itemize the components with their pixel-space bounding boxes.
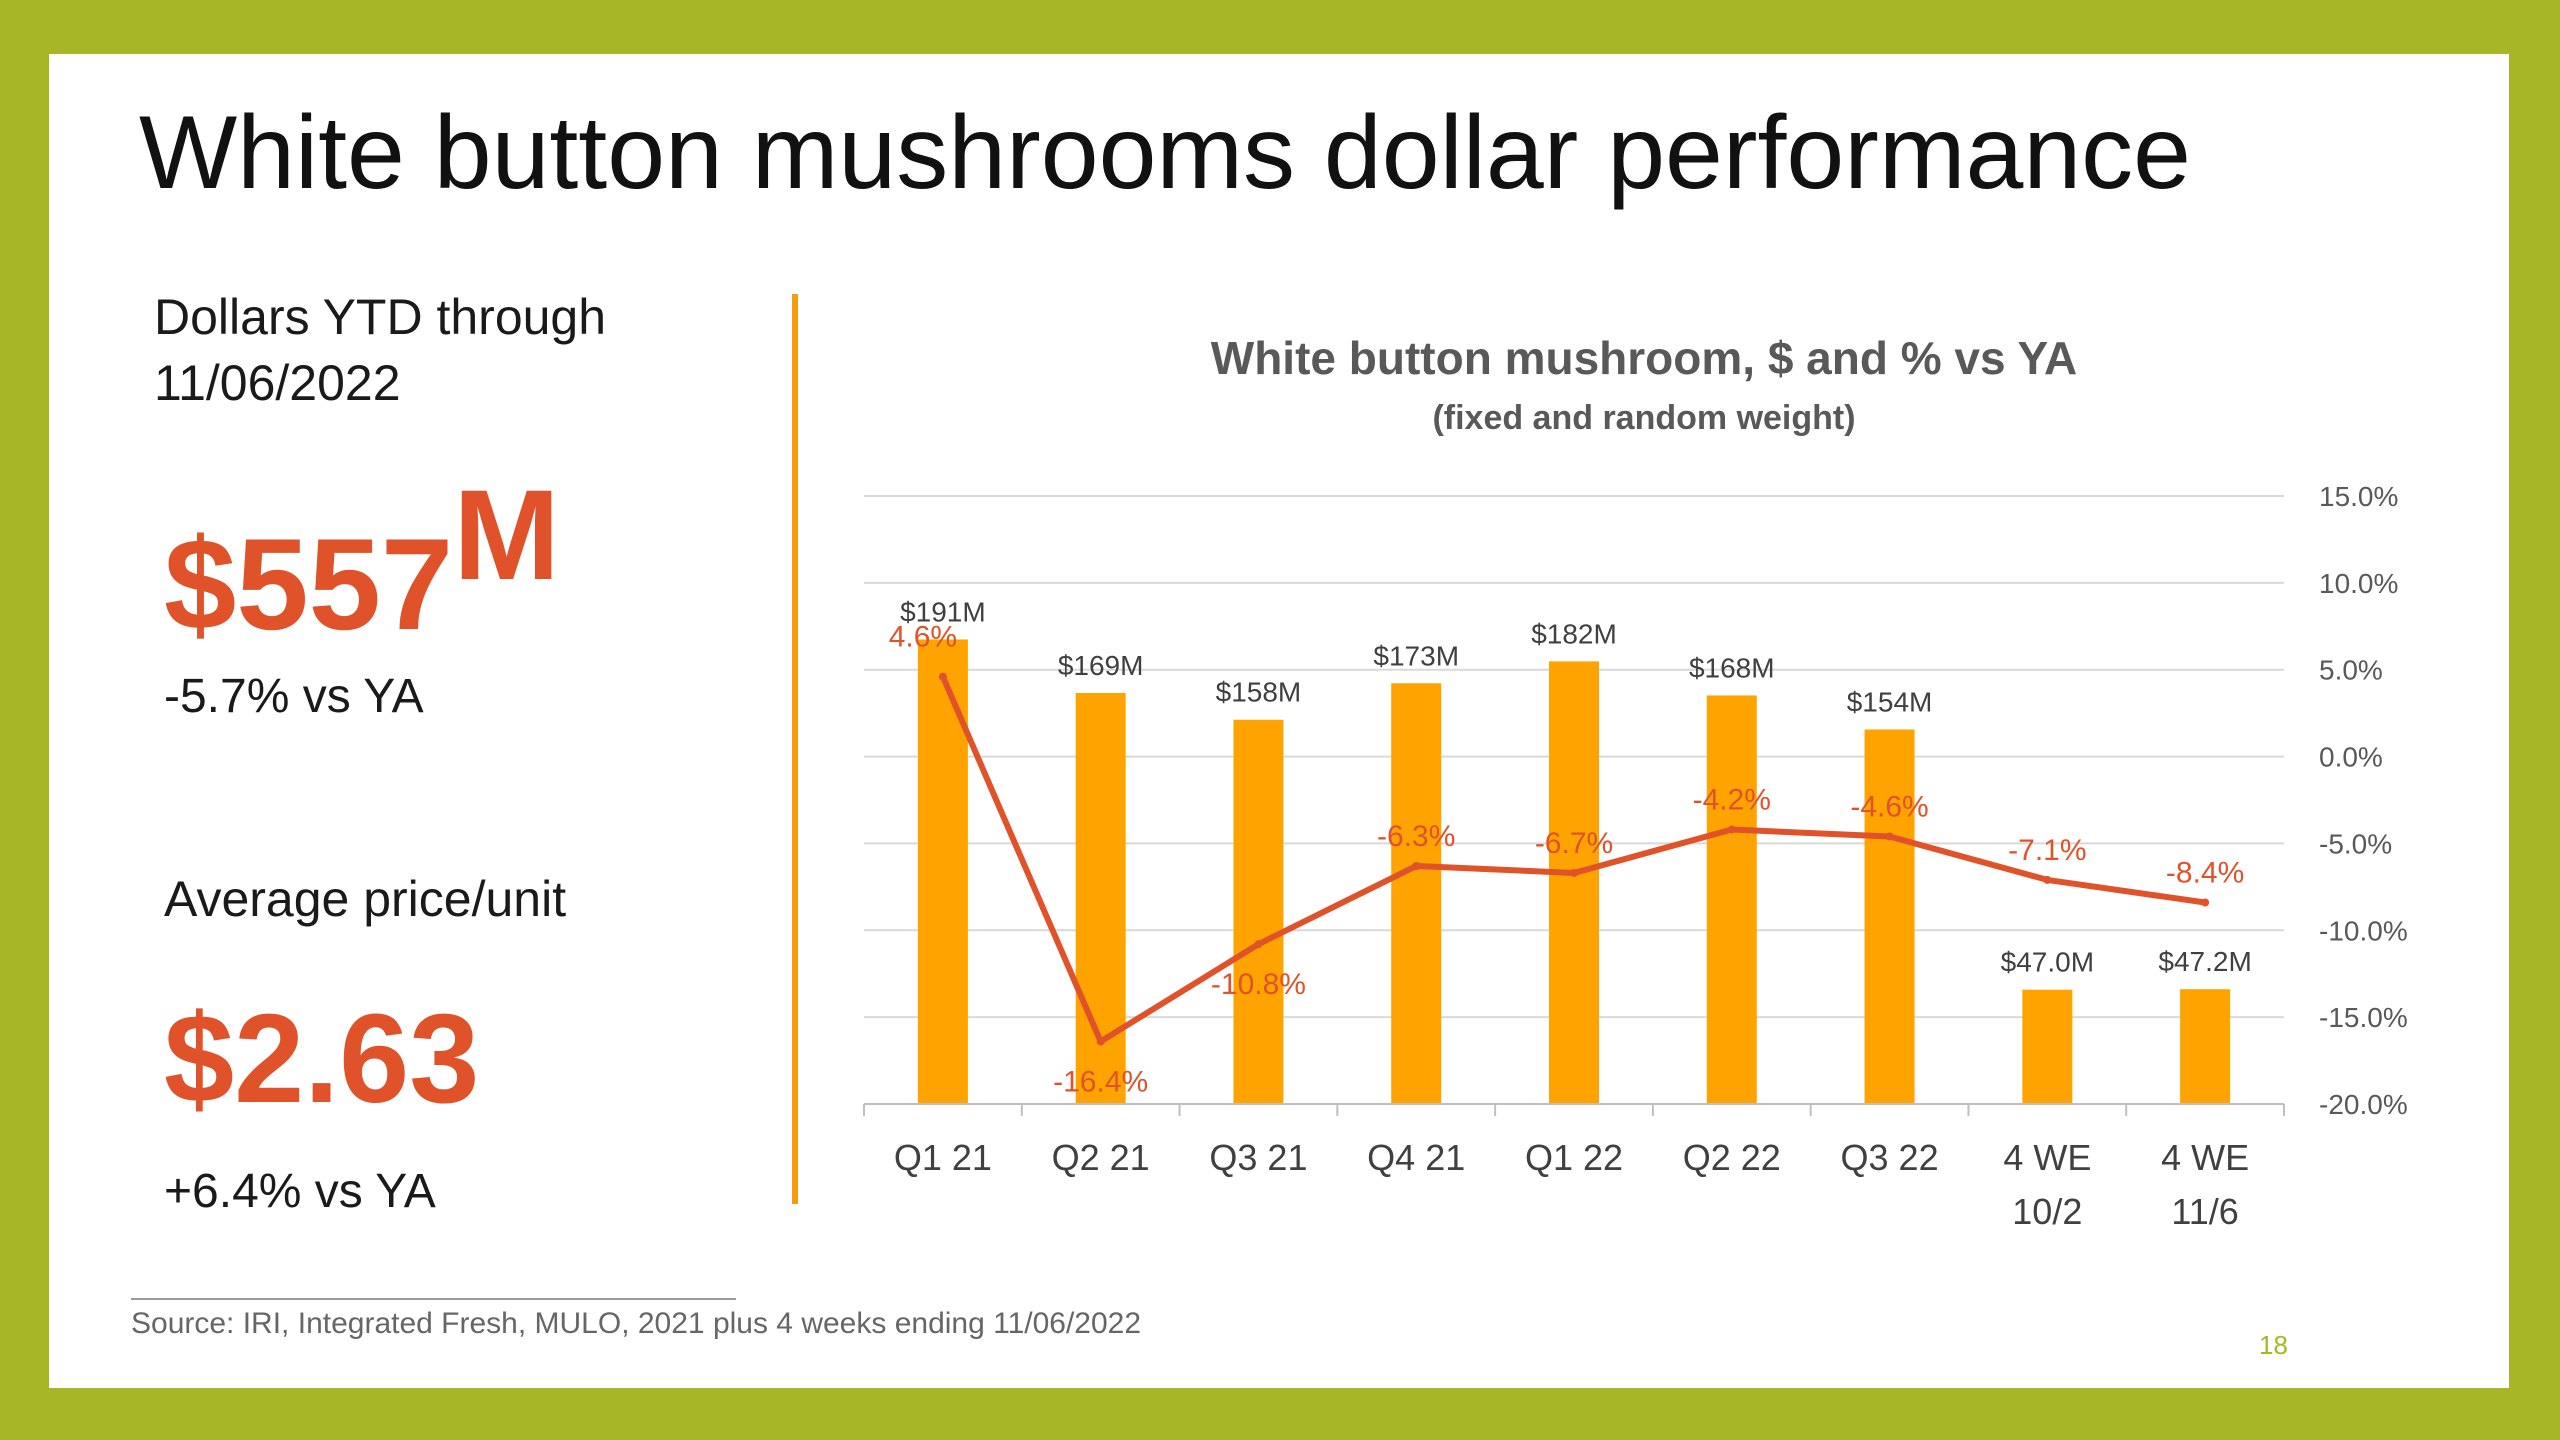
x-axis-tick-label: Q2 21 [1052, 1137, 1150, 1178]
line-point [1096, 1037, 1105, 1046]
line-point [1570, 868, 1578, 877]
bar-data-label: $168M [1689, 652, 1775, 683]
x-axis-tick-label: 11/6 [2171, 1191, 2238, 1232]
line-data-label: -4.6% [1850, 790, 1928, 823]
ytd-change: -5.7% vs YA [164, 670, 424, 723]
slide-title: White button mushrooms dollar performanc… [139, 95, 2192, 211]
source-note: Source: IRI, Integrated Fresh, MULO, 202… [131, 1307, 1142, 1340]
bar-data-label: $47.2M [2158, 946, 2251, 977]
line-data-label: -4.2% [1693, 784, 1771, 817]
line-data-label: -8.4% [2166, 856, 2244, 889]
x-axis-tick-label: Q1 21 [894, 1137, 992, 1178]
ytd-dollars-unit: M [453, 464, 560, 607]
line-data-label: -16.4% [1053, 1065, 1148, 1098]
bar [1233, 719, 1284, 1104]
line-point [2043, 875, 2052, 884]
bar [1391, 683, 1442, 1104]
right-axis-tick-label: -5.0% [2319, 828, 2392, 859]
price-change: +6.4% vs YA [164, 1165, 436, 1218]
vertical-divider [792, 294, 798, 1204]
x-axis-tick-label: 10/2 [2012, 1191, 2082, 1232]
line-point [1254, 940, 1263, 949]
ytd-dollars-number: $557 [164, 511, 454, 657]
bar [1549, 661, 1599, 1104]
x-axis-tick-label: Q4 21 [1367, 1137, 1465, 1178]
line-point [1412, 862, 1421, 871]
source-divider [131, 1298, 736, 1300]
bar [1706, 695, 1757, 1104]
bar-data-label: $47.0M [2001, 947, 2094, 978]
line-point [1885, 832, 1894, 841]
bar-data-label: $154M [1847, 686, 1933, 717]
bar [917, 639, 968, 1104]
line-point [2201, 898, 2210, 907]
price-label: Average price/unit [164, 871, 567, 927]
right-axis-tick-label: 5.0% [2319, 655, 2383, 686]
right-axis-tick-label: 0.0% [2319, 742, 2383, 773]
bar [2180, 989, 2231, 1104]
slide: White button mushrooms dollar performanc… [49, 54, 2509, 1388]
chart-title: White button mushroom, $ and % vs YA [1211, 332, 2077, 384]
right-axis-tick-label: 10.0% [2319, 568, 2398, 599]
ytd-label: Dollars YTD through 11/06/2022 [154, 289, 607, 411]
right-axis-tick-label: -15.0% [2319, 1002, 2408, 1033]
price-value: $2.63 [164, 988, 480, 1129]
bar [2022, 989, 2073, 1104]
line-data-label: -6.3% [1377, 820, 1455, 853]
right-axis-tick-label: -10.0% [2319, 915, 2408, 946]
page-number: 18 [2259, 1330, 2288, 1360]
x-axis-tick-label: 4 WE [2161, 1137, 2249, 1178]
right-axis-tick-label: -20.0% [2319, 1089, 2408, 1120]
x-axis-tick-label: Q3 22 [1841, 1137, 1939, 1178]
bar-data-label: $169M [1058, 650, 1144, 681]
right-axis-tick-label: 15.0% [2319, 481, 2398, 512]
bar [1864, 729, 1915, 1104]
line-data-label: -6.7% [1535, 827, 1613, 860]
line-point [938, 672, 947, 681]
bar-data-label: $182M [1531, 618, 1617, 649]
line-data-label: 4.6% [889, 621, 957, 654]
bar-data-label: $158M [1216, 677, 1302, 708]
line-data-label: -10.8% [1211, 968, 1306, 1001]
ytd-dollars-value: $557M [164, 469, 560, 650]
bar-data-label: $173M [1373, 640, 1459, 671]
chart-subtitle: (fixed and random weight) [1432, 399, 1855, 437]
bar-data-label: $191M [900, 596, 986, 627]
x-axis-tick-label: Q3 21 [1209, 1137, 1307, 1178]
dollar-performance-chart: White button mushroom, $ and % vs YA (fix… [863, 332, 2408, 1232]
x-axis-tick-label: Q2 22 [1683, 1137, 1781, 1178]
line-point [1727, 825, 1736, 834]
x-axis-tick-label: 4 WE [2003, 1137, 2091, 1178]
line-data-label: -7.1% [2008, 834, 2086, 867]
x-axis-tick-label: Q1 22 [1525, 1137, 1623, 1178]
